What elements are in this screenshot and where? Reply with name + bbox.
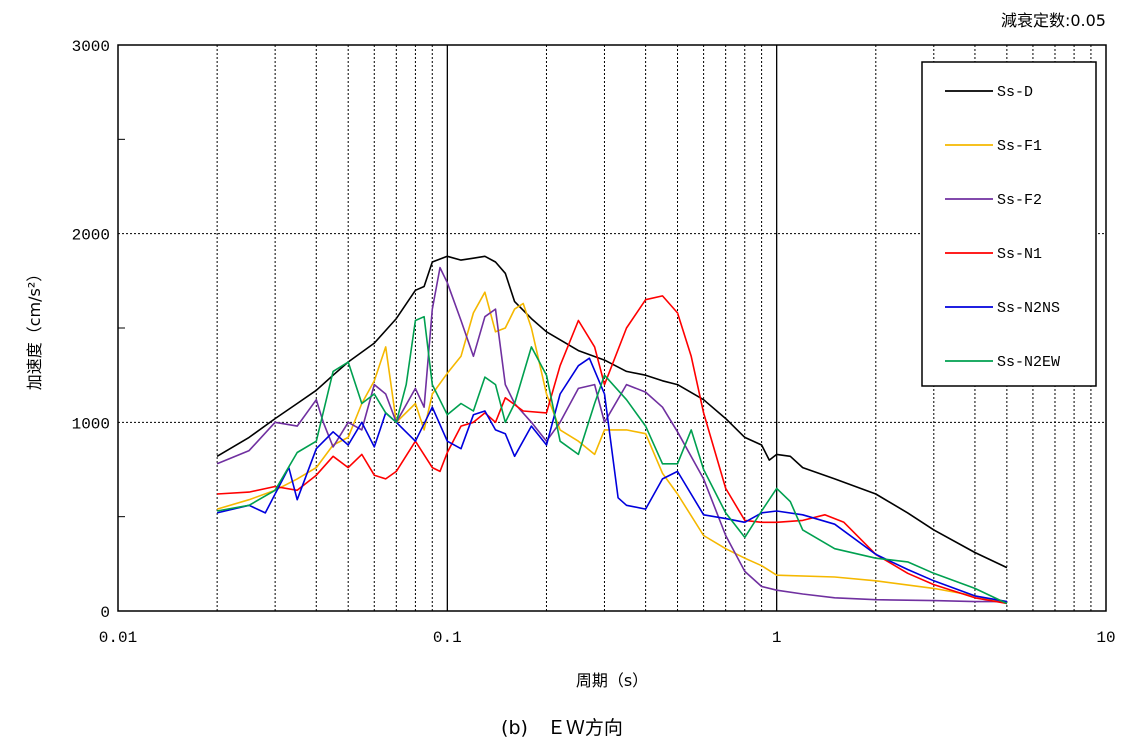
tick-labels: 0.01 0.1 1 10 0 1000 2000 3000 [72,38,1116,647]
figure-caption: (b) ＥＷ方向 [501,717,623,739]
legend-label: Ss-F2 [997,192,1042,209]
y-tick-label: 3000 [72,38,110,56]
legend: Ss-D Ss-F1 Ss-F2 Ss-N1 Ss-N2NS Ss-N2EW [921,61,1097,387]
x-tick-label: 0.01 [99,629,137,647]
x-tick-label: 0.1 [433,629,462,647]
grid-lines [118,45,1106,611]
damping-note: 減衰定数:0.05 [1001,11,1106,30]
y-axis-label: 加速度（cm/s²） [25,266,44,391]
y-tick-label: 2000 [72,227,110,245]
legend-label: Ss-N2NS [997,300,1060,317]
x-tick-label: 10 [1096,629,1115,647]
legend-label: Ss-N2EW [997,354,1060,371]
series-line-ss-n2ew [216,315,1008,605]
legend-box [921,61,1097,387]
y-tick-label: 1000 [72,415,110,433]
x-tick-label: 1 [772,629,782,647]
legend-label: Ss-D [997,84,1033,101]
y-tick-label: 0 [100,604,110,622]
legend-label: Ss-N1 [997,246,1042,263]
plot-border [117,44,1107,612]
series-lines [216,255,1008,605]
series-line-ss-f1 [216,291,1008,605]
legend-label: Ss-F1 [997,138,1042,155]
x-axis-label: 周期（s） [576,671,648,690]
series-line-ss-f2 [216,266,1007,603]
series-line-ss-d [216,255,1008,569]
series-line-ss-n2ns [216,357,1008,603]
